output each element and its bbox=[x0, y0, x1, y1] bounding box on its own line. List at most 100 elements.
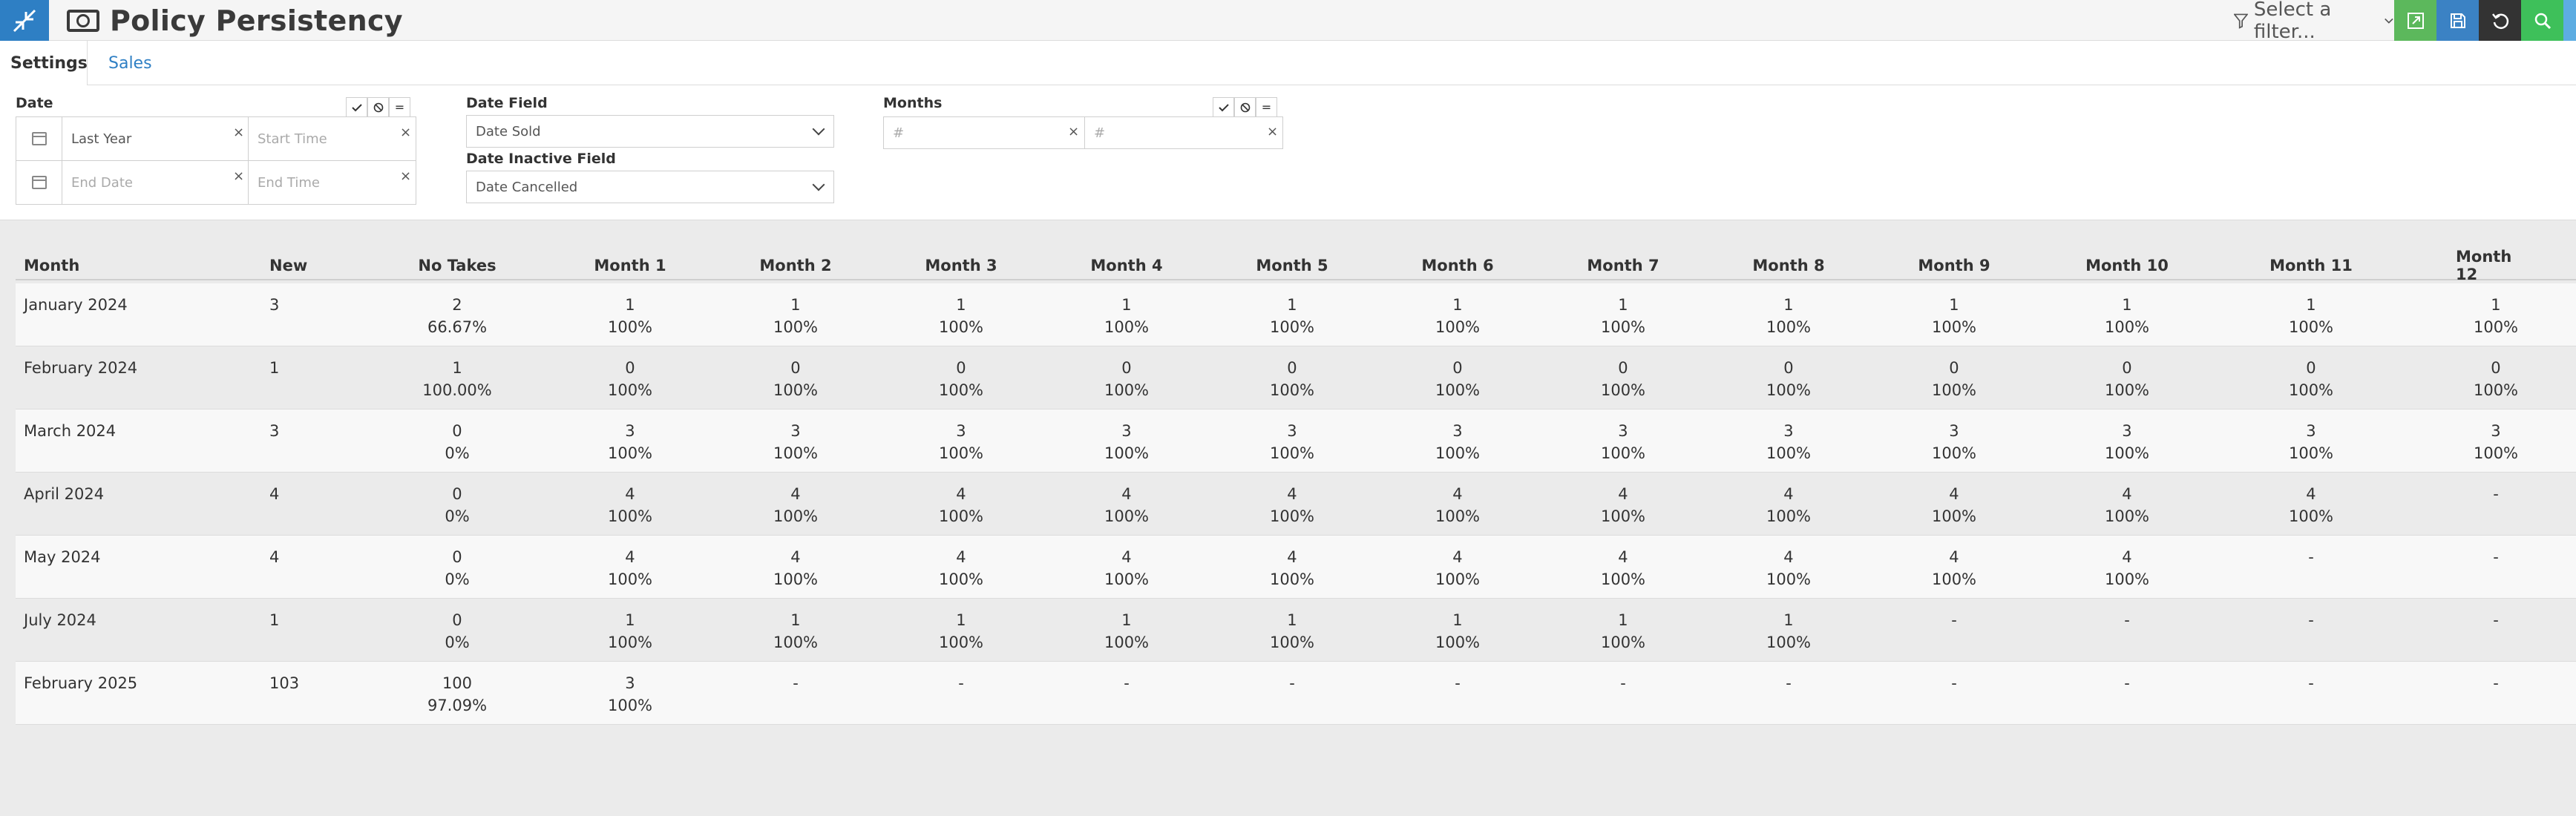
cell-percent: 100% bbox=[1435, 318, 1481, 336]
column-header[interactable]: Month 12 bbox=[2456, 247, 2512, 283]
start-time-input[interactable]: Start Time bbox=[248, 116, 416, 161]
cell-percent: 0% bbox=[445, 507, 470, 525]
cell-percent: 100% bbox=[773, 318, 819, 336]
reset-button[interactable] bbox=[2479, 0, 2521, 41]
cell-count: 0 bbox=[790, 359, 801, 377]
cell-count: 4 bbox=[2122, 485, 2132, 503]
cell-count: 4 bbox=[1949, 548, 1959, 566]
month-value-cell: 3 100% bbox=[1270, 420, 1314, 464]
date-range-input[interactable]: Last Year bbox=[62, 116, 249, 161]
table-row: March 2024 3 0 0% 3 100% 3 100% 3 100% 3 100% 3 100% 3… bbox=[16, 409, 2576, 473]
month-value-cell: - bbox=[2124, 609, 2130, 631]
new-cell: 1 bbox=[269, 611, 280, 629]
column-header[interactable]: Month 4 bbox=[1090, 256, 1163, 274]
clear-end-time-icon[interactable]: × bbox=[400, 168, 412, 184]
cell-count: 1 bbox=[956, 611, 966, 629]
column-header[interactable]: Month 1 bbox=[594, 256, 666, 274]
column-header[interactable]: Month 9 bbox=[1918, 256, 1990, 274]
save-button[interactable] bbox=[2436, 0, 2479, 41]
cell-percent: 97.09% bbox=[427, 697, 488, 714]
clear-date-range-icon[interactable]: × bbox=[233, 125, 245, 140]
cell-percent: 100% bbox=[1269, 507, 1315, 525]
collapse-arrows-icon[interactable] bbox=[0, 0, 49, 41]
months-from-input[interactable]: # bbox=[883, 116, 1085, 149]
months-equals-button[interactable]: = bbox=[1256, 97, 1277, 117]
end-date-input[interactable]: End Date bbox=[62, 160, 249, 205]
month-cell: January 2024 bbox=[24, 296, 128, 314]
column-header[interactable]: No Takes bbox=[418, 256, 496, 274]
column-header[interactable]: Month 7 bbox=[1587, 256, 1659, 274]
table-row: May 2024 4 0 0% 4 100% 4 100% 4 100% 4 100% 4 100% 4 10… bbox=[16, 536, 2576, 599]
cell-count: 3 bbox=[625, 422, 635, 440]
export-button[interactable] bbox=[2394, 0, 2436, 41]
filter-select[interactable]: Select a filter... bbox=[2228, 0, 2394, 43]
column-header[interactable]: Month 10 bbox=[2085, 256, 2169, 274]
month-value-cell: 1 100% bbox=[2289, 294, 2333, 338]
month-value-cell: - bbox=[1951, 609, 1957, 631]
month-value-cell: - bbox=[2124, 672, 2130, 694]
cell-count: 4 bbox=[625, 485, 635, 503]
cell-count: 1 bbox=[1287, 611, 1297, 629]
cell-percent: 100% bbox=[1269, 570, 1315, 588]
cell-percent: 100% bbox=[2473, 381, 2519, 399]
new-cell: 3 bbox=[269, 422, 280, 440]
confirm-button[interactable] bbox=[346, 97, 367, 117]
cell-count: 4 bbox=[1618, 485, 1628, 503]
month-value-cell: 4 100% bbox=[608, 483, 652, 527]
cell-count: 0 bbox=[2491, 359, 2501, 377]
tab-sales[interactable]: Sales bbox=[108, 53, 152, 73]
disable-button[interactable] bbox=[367, 97, 389, 117]
column-header[interactable]: Month 6 bbox=[1421, 256, 1494, 274]
month-value-cell: 0 100% bbox=[1601, 357, 1645, 401]
clear-months-to-icon[interactable]: × bbox=[1267, 124, 1279, 139]
date-inactive-field-select[interactable]: Date Cancelled bbox=[466, 171, 834, 203]
column-header[interactable]: Month bbox=[24, 256, 80, 274]
month-value-cell: 4 100% bbox=[773, 546, 818, 590]
cell-percent: 100% bbox=[773, 570, 819, 588]
column-header[interactable]: Month 5 bbox=[1256, 256, 1328, 274]
cell-count: 4 bbox=[1287, 485, 1297, 503]
month-value-cell: 4 100% bbox=[1270, 546, 1314, 590]
table-row: February 2024 1 1 100.00% 0 100% 0 100% 0 100% 0 10… bbox=[16, 346, 2576, 409]
month-value-cell: 1 100% bbox=[1766, 609, 1811, 654]
months-confirm-button[interactable] bbox=[1213, 97, 1234, 117]
cell-percent: 100% bbox=[2473, 318, 2519, 336]
cell-percent: 100% bbox=[1435, 570, 1481, 588]
start-date-picker[interactable] bbox=[16, 116, 62, 161]
end-date-picker[interactable] bbox=[16, 160, 62, 205]
cell-count: 1 bbox=[2122, 296, 2132, 314]
clear-start-time-icon[interactable]: × bbox=[400, 125, 412, 140]
months-to-input[interactable]: # bbox=[1084, 116, 1283, 149]
cell-percent: 100% bbox=[938, 634, 984, 651]
cell-percent: 100% bbox=[1766, 318, 1812, 336]
chevron-down-icon bbox=[812, 122, 825, 136]
end-time-input[interactable]: End Time bbox=[248, 160, 416, 205]
month-value-cell: 1 100% bbox=[939, 294, 983, 338]
column-header[interactable]: Month 3 bbox=[925, 256, 997, 274]
cell-count: 1 bbox=[790, 296, 801, 314]
column-header[interactable]: Month 8 bbox=[1752, 256, 1825, 274]
new-cell: 4 bbox=[269, 485, 280, 503]
equals-button[interactable]: = bbox=[389, 97, 410, 117]
tab-settings[interactable]: Settings bbox=[0, 41, 88, 85]
month-value-cell: - bbox=[1124, 672, 1130, 694]
month-value-cell: 3 100% bbox=[2105, 420, 2149, 464]
months-disable-button[interactable] bbox=[1234, 97, 1256, 117]
search-button[interactable] bbox=[2521, 0, 2563, 41]
ban-icon bbox=[373, 102, 383, 112]
cell-percent: 100% bbox=[2288, 507, 2334, 525]
table-row: July 2024 1 0 0% 1 100% 1 100% 1 100% 1 100% 1 100% 1 1… bbox=[16, 599, 2576, 662]
clear-end-date-icon[interactable]: × bbox=[233, 168, 245, 184]
cell-count: - bbox=[1620, 674, 1626, 692]
cell-percent: 100% bbox=[1600, 507, 1646, 525]
month-value-cell: 3 100% bbox=[608, 672, 652, 717]
date-field-select[interactable]: Date Sold bbox=[466, 115, 834, 148]
column-header[interactable]: Month 11 bbox=[2269, 256, 2353, 274]
cell-percent: 100% bbox=[1435, 634, 1481, 651]
month-value-cell: 1 100% bbox=[1601, 609, 1645, 654]
clear-months-from-icon[interactable]: × bbox=[1068, 124, 1080, 139]
column-header[interactable]: New bbox=[269, 256, 308, 274]
new-cell: 3 bbox=[269, 296, 280, 314]
table-row: April 2024 4 0 0% 4 100% 4 100% 4 100% 4 100% 4 100% 4… bbox=[16, 473, 2576, 536]
column-header[interactable]: Month 2 bbox=[759, 256, 832, 274]
